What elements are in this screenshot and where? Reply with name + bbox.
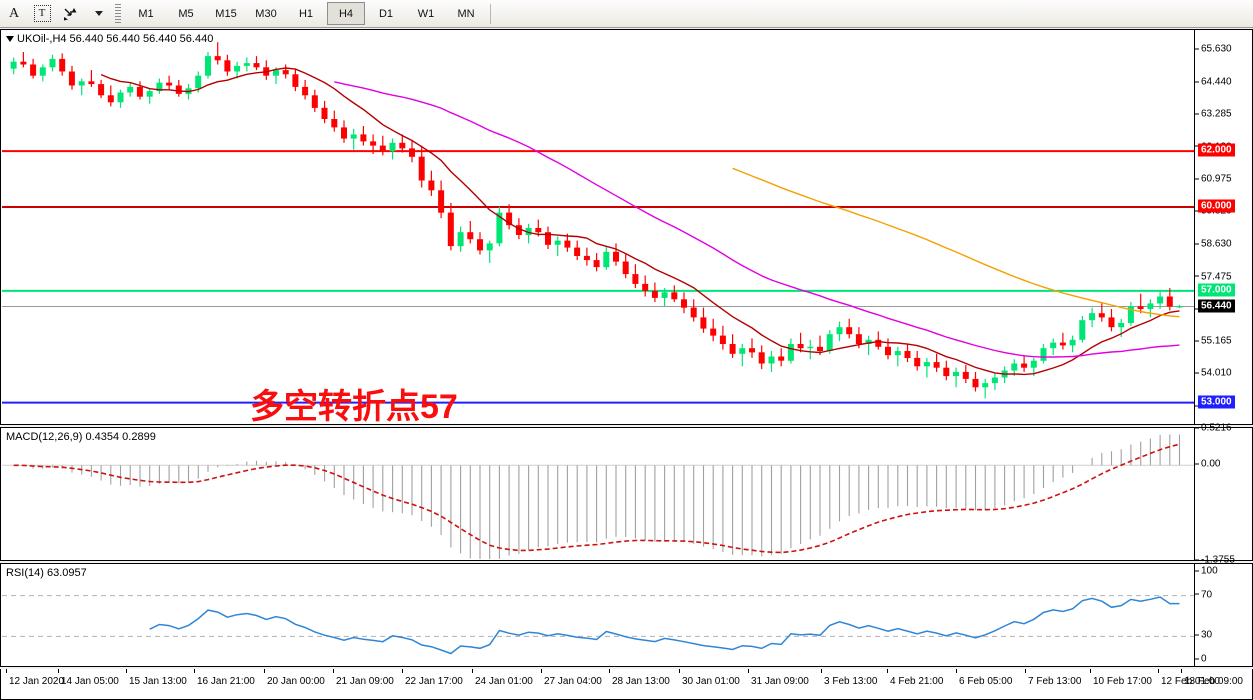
price-tick: 58.630: [1195, 239, 1232, 250]
text-box-icon[interactable]: T: [29, 2, 55, 25]
rsi-tick: 70: [1195, 589, 1212, 600]
price-legend: UKOil-,H4 56.440 56.440 56.440 56.440: [6, 33, 213, 45]
time-tick: [402, 669, 403, 673]
macd-plot-area[interactable]: [2, 429, 1195, 559]
toolbar-separator: [490, 3, 491, 24]
price-badge[interactable]: 62.000: [1198, 143, 1235, 157]
price-tick: 65.630: [1195, 43, 1232, 54]
time-tick: [194, 669, 195, 673]
price-tick: 60.975: [1195, 173, 1232, 184]
time-tick: [1090, 669, 1091, 673]
time-tick: [264, 669, 265, 673]
time-tick: [748, 669, 749, 673]
macd-tick: 0.00: [1195, 459, 1220, 470]
time-label: 21 Jan 09:00: [336, 676, 394, 687]
time-tick: [1181, 669, 1182, 673]
time-tick: [679, 669, 680, 673]
time-axis[interactable]: 12 Jan 2020 14 Jan 05:00 15 Jan 13:00 16 Ja…: [0, 669, 1253, 700]
macd-axis[interactable]: 0.5216 0.00 -1.3755: [1194, 423, 1252, 566]
price-badge[interactable]: 57.000: [1198, 283, 1235, 297]
time-label: 13 Feb 09:00: [1184, 676, 1243, 687]
time-label: 16 Jan 21:00: [197, 676, 255, 687]
price-tick: 63.285: [1195, 109, 1232, 120]
text-label-icon[interactable]: A: [8, 5, 20, 21]
time-label: 12 Feb 01:00: [1161, 676, 1220, 687]
macd-legend: MACD(12,26,9) 0.4354 0.2899: [6, 431, 156, 443]
timeframe-d1[interactable]: D1: [378, 7, 394, 20]
time-tick: [472, 669, 473, 673]
rsi-tick: 30: [1195, 630, 1212, 641]
timeframe-m15[interactable]: M15: [215, 7, 237, 20]
time-label: 22 Jan 17:00: [405, 676, 463, 687]
timeframe-group: M1 M5 M15 M30 H1 H4 D1 W1 MN: [126, 2, 486, 25]
time-tick: [333, 669, 334, 673]
price-tick: 54.010: [1195, 368, 1232, 379]
price-plot-area[interactable]: 多空转折点57: [2, 31, 1195, 423]
rsi-graph: [2, 595, 1195, 655]
time-label: 30 Jan 01:00: [682, 676, 740, 687]
rsi-pane[interactable]: RSI(14) 63.0957 100 70 30 0: [0, 563, 1253, 667]
arrows-dropdown-icon[interactable]: [85, 2, 111, 25]
rsi-plot-area[interactable]: [2, 565, 1195, 665]
time-label: 10 Feb 17:00: [1093, 676, 1152, 687]
time-label: 24 Jan 01:00: [475, 676, 533, 687]
rsi-legend: RSI(14) 63.0957: [6, 567, 87, 579]
rsi-tick: 0: [1195, 654, 1207, 665]
rsi-tick: 100: [1195, 566, 1218, 577]
time-label: 7 Feb 13:00: [1028, 676, 1082, 687]
time-label: 15 Jan 13:00: [129, 676, 187, 687]
time-tick: [126, 669, 127, 673]
price-badge[interactable]: 53.000: [1198, 395, 1235, 409]
time-label: 12 Jan 2020: [9, 676, 65, 687]
time-label: 6 Feb 05:00: [959, 676, 1013, 687]
time-tick: [541, 669, 542, 673]
time-label: 28 Jan 13:00: [612, 676, 670, 687]
chart-annotation-text: 多空转折点57: [250, 388, 458, 423]
macd-pane[interactable]: MACD(12,26,9) 0.4354 0.2899 0.5216 0.00 -1…: [0, 423, 1253, 566]
arrows-icon[interactable]: [57, 2, 83, 25]
time-tick: [956, 669, 957, 673]
timeframe-w1[interactable]: W1: [417, 7, 435, 20]
time-label: 27 Jan 04:00: [544, 676, 602, 687]
time-label: 14 Jan 05:00: [61, 676, 119, 687]
timeframe-m30[interactable]: M30: [255, 7, 277, 20]
time-tick: [609, 669, 610, 673]
time-label: 3 Feb 13:00: [824, 676, 878, 687]
time-tick: [6, 669, 7, 673]
time-label: 20 Jan 00:00: [267, 676, 325, 687]
collapse-triangle-icon[interactable]: [6, 36, 14, 43]
price-pane[interactable]: 多空转折点57 UKOil-,H4 56.440 56.440 56.440 5…: [0, 29, 1253, 425]
time-tick: [1025, 669, 1026, 673]
toolbar-grip[interactable]: [115, 4, 121, 23]
price-candles: [2, 42, 1195, 404]
timeframe-m5[interactable]: M5: [178, 7, 194, 20]
macd-tick: 0.5216: [1195, 423, 1232, 434]
time-tick: [821, 669, 822, 673]
price-tick: 57.475: [1195, 271, 1232, 282]
toolbar: A T M1 M5 M15 M30 H1 H4 D1 W1 MN: [0, 0, 1253, 28]
time-tick: [887, 669, 888, 673]
time-label: 4 Feb 21:00: [890, 676, 944, 687]
price-badge[interactable]: 60.000: [1198, 199, 1235, 213]
timeframe-m1[interactable]: M1: [138, 7, 154, 20]
timeframe-h4[interactable]: H4: [327, 2, 365, 25]
price-tick: 64.440: [1195, 76, 1232, 87]
timeframe-h1[interactable]: H1: [298, 7, 314, 20]
price-badge[interactable]: 56.440: [1198, 299, 1235, 313]
price-tick: 55.165: [1195, 336, 1232, 347]
price-legend-text: UKOil-,H4 56.440 56.440 56.440 56.440: [17, 33, 214, 45]
time-tick: [1158, 669, 1159, 673]
time-label: 31 Jan 09:00: [751, 676, 809, 687]
price-axis[interactable]: 65.63064.44063.28562.13060.97559.82058.6…: [1194, 30, 1252, 424]
rsi-axis[interactable]: 100 70 30 0: [1194, 564, 1252, 666]
time-tick: [58, 669, 59, 673]
macd-graph: [2, 434, 1195, 559]
timeframe-mn[interactable]: MN: [457, 7, 475, 20]
macd-tick: -1.3755: [1195, 555, 1235, 566]
